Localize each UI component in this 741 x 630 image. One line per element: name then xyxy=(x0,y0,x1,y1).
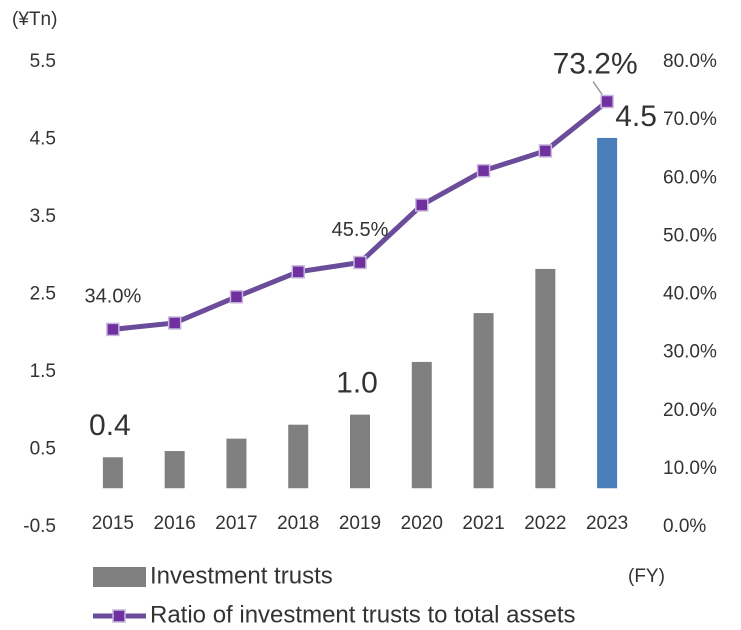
bar xyxy=(226,438,247,489)
line-marker xyxy=(476,163,491,178)
x-tick-label: 2020 xyxy=(401,513,443,534)
legend-swatch xyxy=(93,567,146,587)
line-value-label: 34.0% xyxy=(85,286,142,308)
y2-tick-label: 80.0% xyxy=(663,51,717,72)
y-tick-label: 1.5 xyxy=(30,361,56,382)
x-tick-label: 2018 xyxy=(277,513,319,534)
bar xyxy=(102,457,123,489)
legend-label: Investment trusts xyxy=(150,562,333,589)
x-tick-label: 2023 xyxy=(586,513,628,534)
x-tick-label: 2021 xyxy=(462,513,504,534)
bar xyxy=(411,361,432,489)
x-tick-label: 2015 xyxy=(92,513,134,534)
y2-tick-label: 0.0% xyxy=(663,516,706,537)
line-value-label: 73.2% xyxy=(553,47,638,80)
bar-value-label: 4.5 xyxy=(615,100,657,133)
y-tick-label: 0.5 xyxy=(30,439,56,460)
bar-value-label: 0.4 xyxy=(89,409,131,442)
y2-tick-label: 50.0% xyxy=(663,225,717,246)
line-marker xyxy=(538,144,553,158)
x-tick-label: 2022 xyxy=(524,513,566,534)
bar xyxy=(473,313,494,489)
bar-value-label: 1.0 xyxy=(336,367,378,400)
legend-marker xyxy=(112,609,126,623)
bar xyxy=(164,451,185,489)
line-value-label: 45.5% xyxy=(332,219,389,241)
y2-tick-label: 40.0% xyxy=(663,284,717,305)
y-tick-label: 5.5 xyxy=(30,51,56,72)
bar xyxy=(535,268,556,489)
line-marker xyxy=(291,265,305,279)
y2-tick-label: 20.0% xyxy=(663,400,717,421)
x-tick-label: 2016 xyxy=(154,513,196,534)
line xyxy=(112,99,609,332)
legend-label: Ratio of investment trusts to total asse… xyxy=(150,601,576,628)
line-marker xyxy=(600,94,614,109)
line-marker xyxy=(353,255,367,270)
y-tick-label: 3.5 xyxy=(30,206,56,227)
y-tick-label: -0.5 xyxy=(23,516,56,537)
y2-tick-label: 10.0% xyxy=(663,458,717,479)
line-marker xyxy=(415,198,429,212)
line-marker xyxy=(229,290,244,304)
y-axis-unit: (¥Tn) xyxy=(12,9,57,30)
bar xyxy=(597,137,618,489)
leader-line xyxy=(592,81,603,95)
x-axis-unit: (FY) xyxy=(628,566,665,587)
bar xyxy=(288,424,309,489)
y-tick-label: 4.5 xyxy=(30,129,56,150)
line-marker xyxy=(167,316,182,330)
line-marker xyxy=(106,322,120,337)
x-tick-label: 2017 xyxy=(215,513,257,534)
y2-tick-label: 70.0% xyxy=(663,109,717,130)
y2-tick-label: 30.0% xyxy=(663,342,717,363)
bar xyxy=(350,414,370,489)
y2-tick-label: 60.0% xyxy=(663,167,717,188)
x-tick-label: 2019 xyxy=(339,513,381,534)
y-tick-label: 2.5 xyxy=(30,284,56,305)
